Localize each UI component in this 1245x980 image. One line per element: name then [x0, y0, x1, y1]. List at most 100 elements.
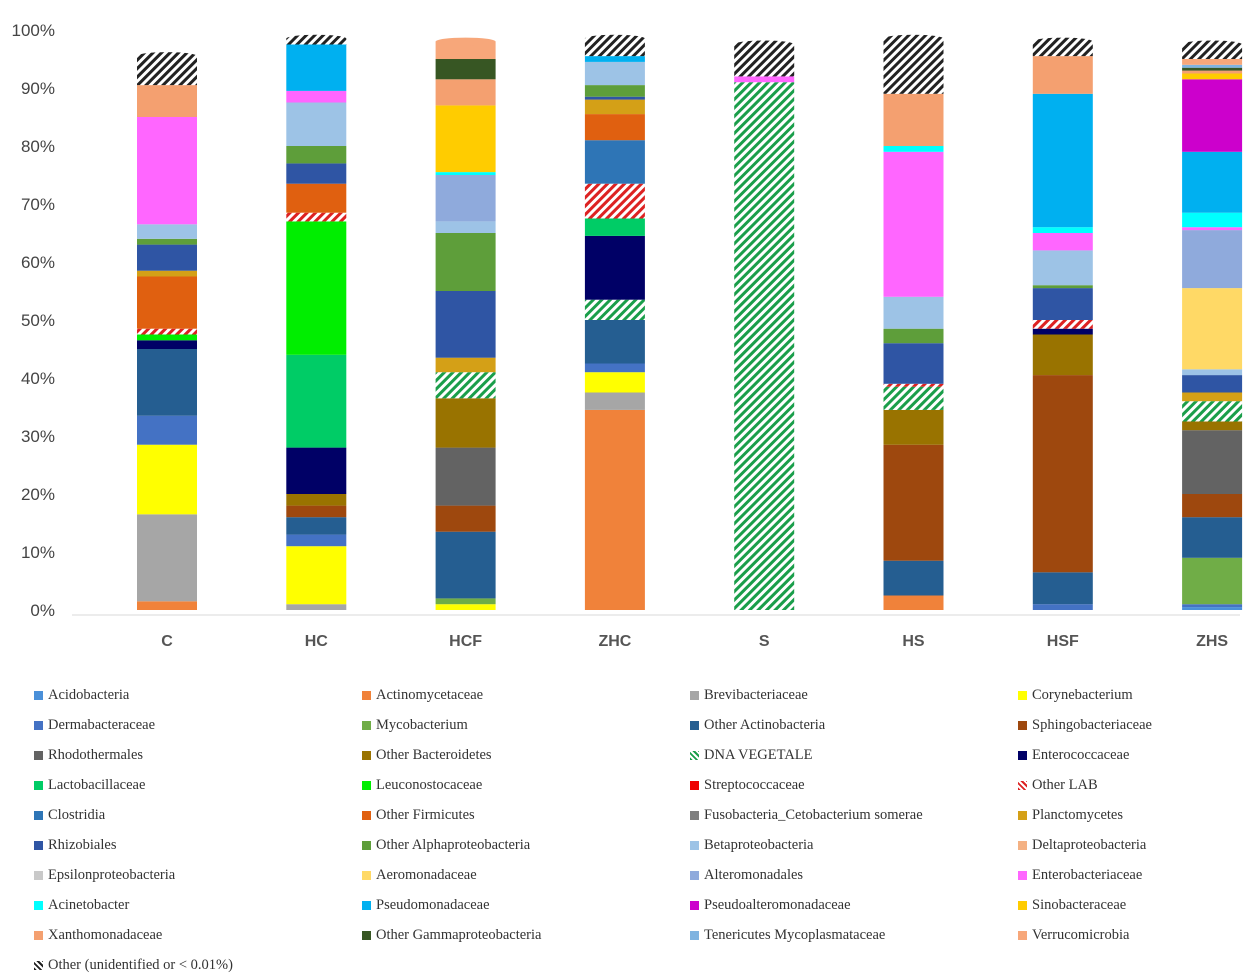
- x-tick-label: HC: [305, 633, 329, 650]
- y-tick-label: 30%: [21, 427, 55, 446]
- bar-cap: [286, 34, 347, 43]
- legend-swatch: [690, 900, 699, 910]
- bar-segment: [286, 494, 347, 506]
- bar-segment: [435, 604, 496, 610]
- bar-segment: [1182, 604, 1243, 608]
- bar-segment: [435, 531, 496, 599]
- bar-segment: [286, 221, 347, 355]
- legend-label: Other Alphaproteobacteria: [376, 836, 531, 853]
- legend-item: Other Bacteroidetes: [362, 740, 690, 770]
- bar-segment: [1032, 334, 1093, 376]
- bar-segment: [584, 99, 645, 115]
- legend-label: Other Firmicutes: [376, 806, 475, 823]
- legend-label: Brevibacteriaceae: [704, 686, 808, 703]
- bar-segment: [1182, 73, 1243, 80]
- bar-segment: [584, 299, 645, 320]
- bar-segment: [1032, 93, 1093, 228]
- legend-label: Aeromonadaceae: [376, 866, 477, 883]
- bar-segment: [435, 372, 496, 399]
- bar-segment: [286, 354, 347, 448]
- legend-swatch: [1018, 780, 1027, 790]
- bar-segment: [883, 146, 944, 152]
- bar-segment: [1032, 41, 1093, 57]
- bar-segment: [435, 172, 496, 175]
- legend-swatch: [34, 840, 43, 850]
- legend-label: Epsilonproteobacteria: [48, 866, 176, 883]
- bar-segment: [883, 343, 944, 384]
- y-tick-label: 100%: [12, 21, 55, 40]
- legend-swatch: [34, 810, 43, 820]
- bar-cap: [883, 34, 944, 43]
- bar-segment: [137, 444, 197, 515]
- y-tick-label: 50%: [21, 311, 55, 330]
- legend-label: Pseudoalteromonadaceae: [704, 896, 851, 913]
- bar-hsf: [1032, 37, 1093, 610]
- bar-segment: [137, 340, 197, 349]
- legend-label: Mycobacterium: [376, 716, 468, 733]
- legend-label: Leuconostocaceae: [376, 776, 483, 793]
- bar-segment: [435, 233, 496, 291]
- bar-segment: [137, 270, 197, 277]
- legend-item: Pseudoalteromonadaceae: [690, 890, 1018, 920]
- bar-segment: [1182, 212, 1243, 228]
- legend-label: DNA VEGETALE: [704, 746, 813, 763]
- y-tick-label: 40%: [21, 369, 55, 388]
- x-tick-label: HCF: [449, 633, 482, 650]
- bar-segment: [584, 85, 645, 97]
- bar-cap: [584, 34, 645, 43]
- bar-segment: [286, 546, 347, 605]
- y-tick-label: 20%: [21, 485, 55, 504]
- bar-segment: [1182, 230, 1243, 289]
- legend-label: Enterobacteriaceae: [1032, 866, 1143, 883]
- bar-segment: [1032, 288, 1093, 320]
- bar-segment: [883, 560, 944, 596]
- bar-segment: [1182, 557, 1243, 605]
- legend-item: Deltaproteobacteria: [1018, 830, 1239, 860]
- legend-item: Xanthomonadaceae: [34, 920, 362, 950]
- bar-segment: [1032, 572, 1093, 605]
- x-tick-label: ZHC: [598, 633, 631, 650]
- bar-segment: [286, 212, 347, 222]
- legend-swatch: [690, 720, 699, 730]
- bar-segment: [1182, 607, 1243, 610]
- bar-segment: [1182, 227, 1243, 231]
- bar-segment: [734, 82, 795, 610]
- x-tick-label: ZHS: [1196, 633, 1228, 650]
- bar-segment: [584, 363, 645, 373]
- x-tick-label: C: [161, 633, 173, 650]
- bar-segment: [883, 383, 944, 387]
- bar-segment: [584, 61, 645, 86]
- bar-segment: [435, 79, 496, 106]
- legend-item: Aeromonadaceae: [362, 860, 690, 890]
- legend-item: Other Firmicutes: [362, 800, 690, 830]
- legend-item: Verrucomicrobia: [1018, 920, 1239, 950]
- legend-item: Other Gammaproteobacteria: [362, 920, 690, 950]
- bar-segment: [584, 218, 645, 236]
- legend-swatch: [34, 750, 43, 760]
- x-tick-label: HSF: [1047, 633, 1079, 650]
- legend-label: Fusobacteria_Cetobacterium somerae: [704, 806, 923, 823]
- bar-hs: [883, 34, 944, 610]
- legend-swatch: [362, 840, 371, 850]
- bar-segment: [286, 183, 347, 213]
- bar-segment: [584, 235, 645, 300]
- legend-item: Acinetobacter: [34, 890, 362, 920]
- bar-cap: [435, 37, 496, 46]
- legend-item: Corynebacterium: [1018, 680, 1239, 710]
- bar-segment: [286, 44, 347, 91]
- legend-item: Pseudomonadaceae: [362, 890, 690, 920]
- bar-segment: [584, 392, 645, 410]
- legend-label: Betaproteobacteria: [704, 836, 814, 853]
- legend-swatch: [362, 930, 371, 940]
- legend-item: Clostridia: [34, 800, 362, 830]
- bar-segment: [1182, 70, 1243, 74]
- legend-item: Other Alphaproteobacteria: [362, 830, 690, 860]
- legend-item: Planctomycetes: [1018, 800, 1239, 830]
- legend-label: Other Actinobacteria: [704, 716, 826, 733]
- bar-segment: [883, 151, 944, 297]
- bar-segment: [584, 183, 645, 219]
- bar-segment: [1182, 421, 1243, 431]
- bar-segment: [137, 334, 197, 341]
- legend-label: Xanthomonadaceae: [48, 926, 163, 943]
- bar-segment: [435, 447, 496, 506]
